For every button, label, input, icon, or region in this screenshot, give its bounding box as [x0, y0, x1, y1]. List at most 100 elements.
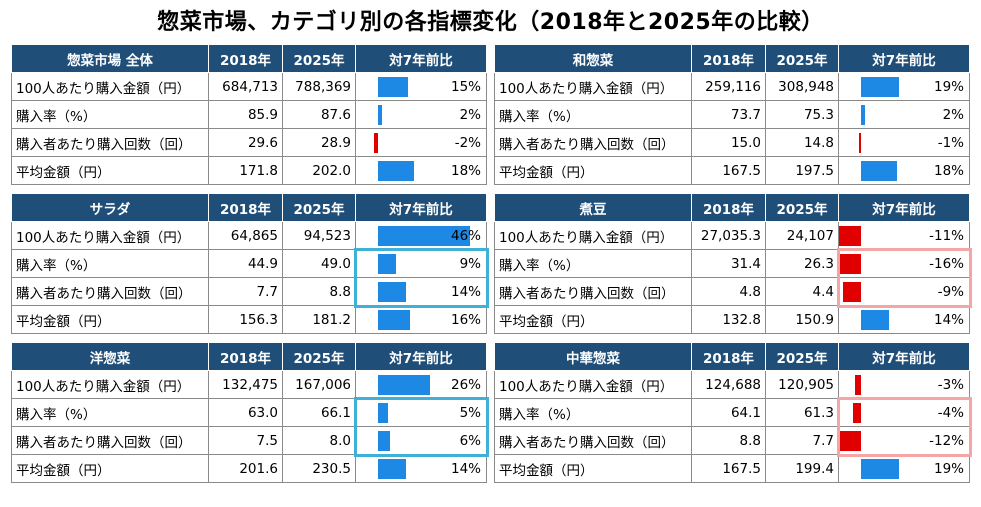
change-bar [839, 254, 861, 274]
value-2018-cell: 132,475 [208, 370, 283, 399]
change-header: 対7年前比 [355, 342, 487, 371]
data-table: サラダ 2018年 2025年 対7年前比 100人あたり購入金額（円） 64,865 94… [11, 193, 487, 334]
change-percent: 18% [933, 163, 964, 179]
row-label: 購入者あたり購入回数（回） [11, 128, 209, 157]
table-row: 購入者あたり購入回数（回） 15.0 14.8 -1% [494, 128, 970, 157]
change-cell: 15% [355, 72, 487, 101]
change-percent: 26% [450, 377, 481, 393]
category-header: 中華惣菜 [494, 342, 692, 371]
value-2025-cell: 14.8 [765, 128, 839, 157]
page-title: 惣菜市場、カテゴリ別の各指標変化（2018年と2025年の比較） [157, 10, 824, 35]
row-label: 購入者あたり購入回数（回） [11, 277, 209, 306]
row-label: 購入率（%） [494, 398, 692, 427]
change-percent: -12% [929, 433, 964, 449]
change-bar [378, 375, 430, 395]
row-label: 平均金額（円） [11, 454, 209, 483]
change-cell: -1% [838, 128, 970, 157]
year-2025-header: 2025年 [282, 342, 356, 371]
value-2018-cell: 73.7 [691, 100, 766, 129]
change-bar [378, 105, 382, 125]
value-2018-cell: 29.6 [208, 128, 283, 157]
data-table: 中華惣菜 2018年 2025年 対7年前比 100人あたり購入金額（円） 124,688… [494, 342, 970, 483]
year-2025-header: 2025年 [765, 193, 839, 222]
table-header-row: サラダ 2018年 2025年 対7年前比 [11, 193, 487, 222]
category-header: 洋惣菜 [11, 342, 209, 371]
row-label: 平均金額（円） [11, 156, 209, 185]
category-header: 和惣菜 [494, 44, 692, 73]
row-label: 購入者あたり購入回数（回） [494, 426, 692, 455]
value-2025-cell: 167,006 [282, 370, 356, 399]
row-label: 100人あたり購入金額（円） [494, 72, 692, 101]
change-cell: 19% [838, 72, 970, 101]
value-2025-cell: 28.9 [282, 128, 356, 157]
table-row: 購入者あたり購入回数（回） 4.8 4.4 -9% [494, 277, 970, 306]
row-label: 100人あたり購入金額（円） [11, 221, 209, 250]
table-row: 100人あたり購入金額（円） 64,865 94,523 46% [11, 221, 487, 250]
value-2025-cell: 120,905 [765, 370, 839, 399]
row-label: 購入者あたり購入回数（回） [11, 426, 209, 455]
change-bar [374, 133, 378, 153]
change-percent: 9% [459, 256, 481, 272]
year-2018-header: 2018年 [691, 193, 766, 222]
change-percent: 5% [459, 405, 481, 421]
row-label: 100人あたり購入金額（円） [11, 370, 209, 399]
row-label: 購入者あたり購入回数（回） [494, 128, 692, 157]
value-2018-cell: 63.0 [208, 398, 283, 427]
change-cell: 6% [355, 426, 487, 455]
value-2018-cell: 85.9 [208, 100, 283, 129]
change-cell: -2% [355, 128, 487, 157]
category-header: 煮豆 [494, 193, 692, 222]
change-cell: -9% [838, 277, 970, 306]
value-2018-cell: 201.6 [208, 454, 283, 483]
change-cell: 26% [355, 370, 487, 399]
change-cell: 2% [838, 100, 970, 129]
row-label: 購入率（%） [11, 249, 209, 278]
value-2018-cell: 31.4 [691, 249, 766, 278]
value-2025-cell: 4.4 [765, 277, 839, 306]
table-row: 購入率（%） 63.0 66.1 5% [11, 398, 487, 427]
change-bar [855, 375, 861, 395]
category-header: 惣菜市場 全体 [11, 44, 209, 73]
row-label: 100人あたり購入金額（円） [494, 221, 692, 250]
change-percent: 18% [450, 163, 481, 179]
change-cell: 14% [838, 305, 970, 334]
change-bar [378, 161, 414, 181]
year-2025-header: 2025年 [282, 44, 356, 73]
year-2018-header: 2018年 [208, 342, 283, 371]
table-row: 100人あたり購入金額（円） 124,688 120,905 -3% [494, 370, 970, 399]
data-table: 和惣菜 2018年 2025年 対7年前比 100人あたり購入金額（円） 259,116 3… [494, 44, 970, 185]
row-label: 100人あたり購入金額（円） [11, 72, 209, 101]
row-label: 購入率（%） [11, 100, 209, 129]
table-row: 100人あたり購入金額（円） 27,035.3 24,107 -11% [494, 221, 970, 250]
year-2018-header: 2018年 [208, 44, 283, 73]
change-header: 対7年前比 [355, 44, 487, 73]
value-2025-cell: 24,107 [765, 221, 839, 250]
row-label: 購入率（%） [11, 398, 209, 427]
value-2025-cell: 66.1 [282, 398, 356, 427]
value-2025-cell: 49.0 [282, 249, 356, 278]
change-cell: -4% [838, 398, 970, 427]
change-percent: 16% [450, 312, 481, 328]
change-cell: 18% [355, 156, 487, 185]
value-2025-cell: 26.3 [765, 249, 839, 278]
change-percent: -11% [929, 228, 964, 244]
value-2018-cell: 132.8 [691, 305, 766, 334]
value-2025-cell: 202.0 [282, 156, 356, 185]
value-2025-cell: 8.0 [282, 426, 356, 455]
data-table: 惣菜市場 全体 2018年 2025年 対7年前比 100人あたり購入金額（円） 684,… [11, 44, 487, 185]
year-2025-header: 2025年 [765, 44, 839, 73]
row-label: 購入率（%） [494, 100, 692, 129]
change-bar [843, 282, 861, 302]
value-2018-cell: 44.9 [208, 249, 283, 278]
change-bar [861, 310, 889, 330]
change-bar [861, 77, 899, 97]
change-cell: 2% [355, 100, 487, 129]
value-2025-cell: 94,523 [282, 221, 356, 250]
change-cell: 16% [355, 305, 487, 334]
change-cell: 18% [838, 156, 970, 185]
value-2025-cell: 199.4 [765, 454, 839, 483]
table-row: 平均金額（円） 132.8 150.9 14% [494, 305, 970, 334]
value-2025-cell: 181.2 [282, 305, 356, 334]
change-header: 対7年前比 [355, 193, 487, 222]
change-bar [839, 431, 861, 451]
